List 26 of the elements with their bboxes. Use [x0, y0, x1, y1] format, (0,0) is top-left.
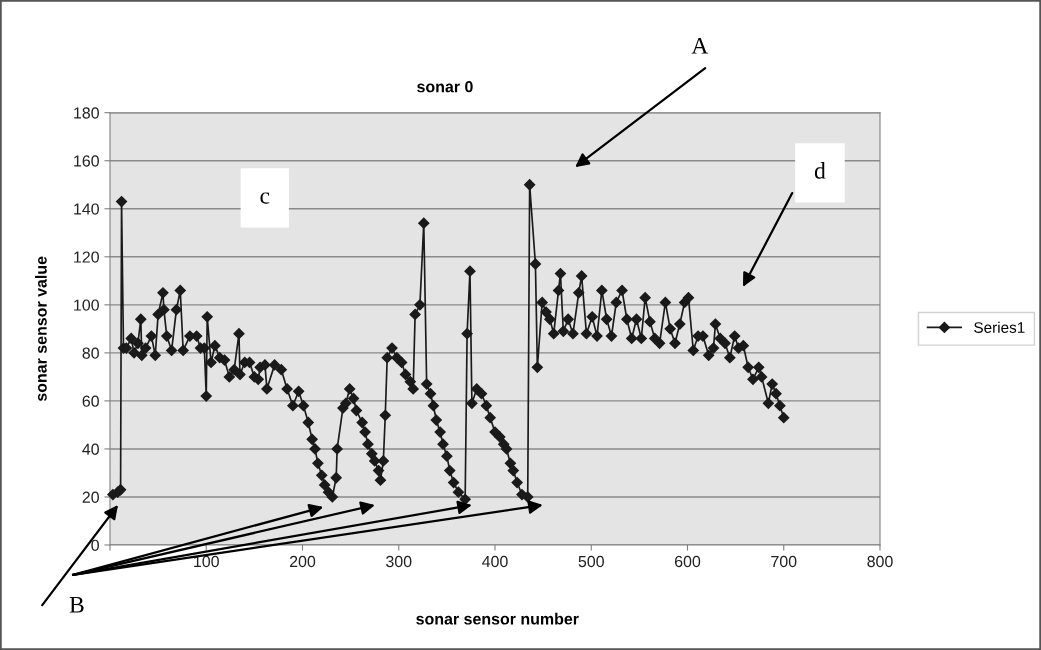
annotation: c	[260, 192, 270, 204]
y-tick-label: 120	[74, 251, 99, 263]
y-tick-label: 180	[74, 107, 99, 119]
x-tick-label: 600	[674, 555, 701, 568]
y-tick-label: 20	[82, 491, 99, 503]
x-tick-label: 300	[386, 555, 412, 568]
chart-title: sonar 0	[417, 81, 473, 93]
x-tick-label: 800	[867, 555, 893, 568]
annotation: d	[814, 162, 826, 179]
x-tick-label: 500	[578, 555, 604, 568]
y-tick-label: 40	[82, 443, 99, 455]
text: A	[691, 37, 709, 54]
y-tick-label: 0	[91, 539, 99, 551]
x-tick-label: 100	[194, 555, 219, 568]
legend-label: Series1	[974, 321, 1025, 333]
y-tick-label: 160	[74, 155, 99, 167]
text: B	[69, 597, 84, 613]
x-axis-title: sonar sensor number	[416, 612, 579, 625]
x-tick-label: 200	[289, 555, 316, 568]
y-axis-title: sonar sensor value	[35, 256, 47, 402]
y-tick-label: 60	[82, 395, 99, 407]
x-tick-label: 400	[482, 555, 508, 568]
y-tick-label: 100	[74, 299, 99, 311]
y-tick-label: 140	[74, 203, 99, 215]
x-tick-label: 700	[771, 555, 797, 568]
y-tick-label: 80	[82, 347, 99, 359]
